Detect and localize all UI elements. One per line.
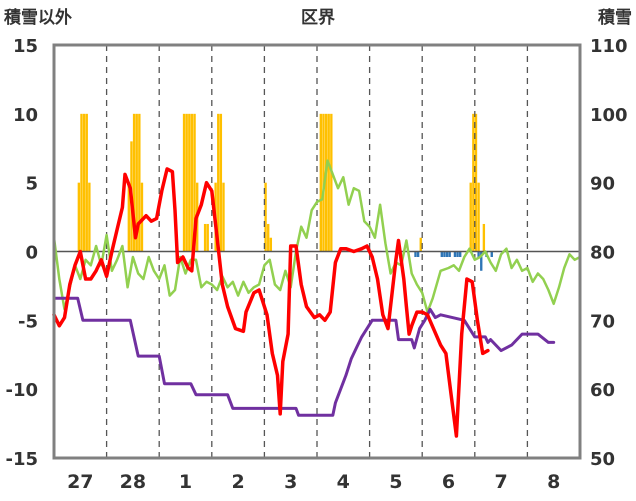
- snow-bar: [327, 113, 330, 252]
- snow-bar: [269, 237, 273, 252]
- y-tick-label: -15: [5, 449, 38, 470]
- snow-bar: [219, 113, 223, 252]
- snow-bar: [193, 113, 196, 252]
- y2-tick-label: 80: [590, 243, 615, 264]
- snow-bar: [203, 223, 207, 252]
- y-tick-label: 10: [13, 105, 38, 126]
- snow-bar: [482, 223, 486, 252]
- precip-bar: [453, 251, 457, 258]
- snow-bar: [132, 113, 136, 252]
- y2-tick-label: 90: [590, 174, 615, 195]
- precip-bar: [477, 251, 480, 258]
- purple-series-line: [52, 296, 556, 417]
- snow-bar: [88, 182, 91, 252]
- snow-bar: [474, 113, 478, 252]
- x-tick-label: 8: [547, 471, 560, 493]
- x-tick-label: 4: [337, 471, 350, 493]
- precip-bar: [414, 251, 417, 258]
- snow-bars: [77, 113, 493, 271]
- precip-bar: [416, 251, 420, 258]
- snow-bar: [264, 182, 267, 252]
- snow-bar: [469, 182, 472, 252]
- snow-bar: [222, 182, 225, 252]
- snow-bar: [330, 113, 333, 252]
- y-tick-label: 5: [25, 174, 38, 195]
- snow-bar: [472, 113, 475, 252]
- snow-bar: [182, 113, 186, 252]
- left-y-axis: -15 -10 -5 0 5 10 15: [5, 36, 38, 470]
- y2-tick-label: 60: [590, 380, 615, 401]
- series-lines: [52, 159, 582, 438]
- precip-bar: [456, 251, 459, 258]
- x-axis: 27 28 1 2 3 4 5 6 7 8: [67, 471, 560, 493]
- x-tick-label: 28: [120, 471, 146, 493]
- snow-bar: [319, 113, 322, 252]
- y2-tick-label: 70: [590, 311, 615, 332]
- y-tick-label: 0: [25, 243, 38, 264]
- precip-bar: [448, 251, 451, 258]
- x-tick-label: 3: [284, 471, 297, 493]
- x-tick-label: 27: [67, 471, 93, 493]
- plot-frame: [52, 43, 582, 460]
- y2-tick-label: 110: [590, 36, 628, 57]
- y2-tick-label: 100: [590, 105, 628, 126]
- y-tick-label: 15: [13, 36, 38, 57]
- precip-bar: [445, 251, 449, 258]
- snow-bar: [80, 113, 83, 252]
- day-gridlines: [105, 45, 529, 458]
- red-series-line: [52, 167, 490, 438]
- snow-bar: [140, 182, 144, 252]
- y-tick-label: -5: [18, 311, 38, 332]
- snow-bar: [267, 223, 270, 252]
- snow-bar: [324, 113, 328, 252]
- x-tick-label: 2: [231, 471, 244, 493]
- snow-bar: [206, 223, 209, 252]
- x-tick-label: 7: [494, 471, 507, 493]
- precip-bar: [443, 251, 446, 258]
- snow-bar: [477, 182, 480, 252]
- right-y-axis: 50 60 70 80 90 100 110: [590, 36, 628, 470]
- snow-bar: [82, 113, 86, 252]
- snow-bar: [190, 113, 194, 252]
- snow-bar: [138, 113, 141, 252]
- x-tick-label: 5: [389, 471, 402, 493]
- x-tick-label: 1: [179, 471, 192, 493]
- green-series-line: [52, 159, 582, 314]
- snow-bar: [135, 113, 138, 252]
- precip-bar: [459, 251, 462, 258]
- snow-bar: [127, 182, 131, 252]
- y-tick-label: -10: [5, 380, 38, 401]
- precip-bar: [480, 251, 483, 271]
- snow-bar: [185, 113, 188, 252]
- precip-bar: [440, 251, 443, 258]
- right-axis-label: 積雪: [598, 7, 632, 28]
- chart-title: 区界: [301, 8, 335, 28]
- snow-bar: [217, 113, 220, 252]
- y2-tick-label: 50: [590, 449, 615, 470]
- snow-bar: [419, 237, 422, 252]
- snow-bar: [77, 182, 81, 252]
- x-tick-label: 6: [442, 471, 455, 493]
- snow-bar: [85, 113, 88, 252]
- snow-bar: [188, 113, 191, 252]
- left-axis-label: 積雪以外: [4, 7, 72, 28]
- precip-bar: [490, 251, 493, 258]
